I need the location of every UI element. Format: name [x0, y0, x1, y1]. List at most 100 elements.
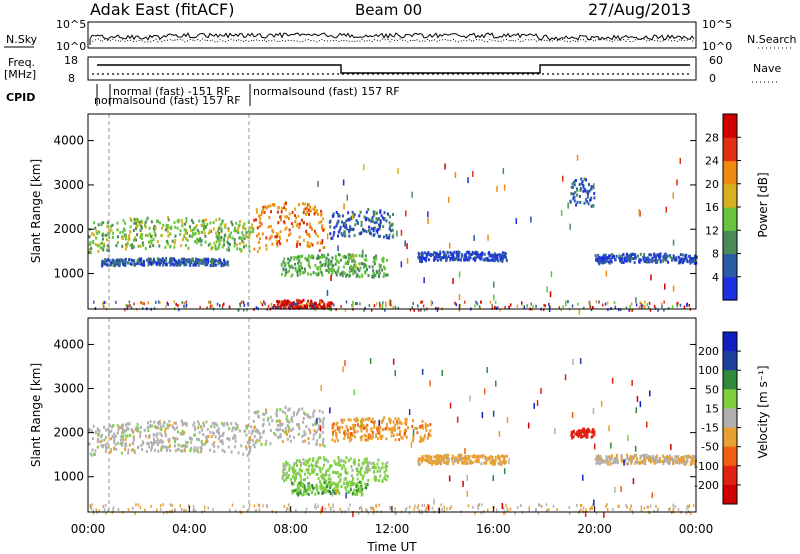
- echo-streak: [492, 475, 494, 482]
- echo-cell: [120, 424, 123, 428]
- echo-cell: [322, 440, 325, 444]
- echo-cell: [407, 426, 409, 430]
- echo-cell: [274, 235, 277, 239]
- echo-cell: [302, 440, 305, 443]
- echo-cell: [675, 455, 678, 459]
- ground-scatter-cell: [192, 504, 195, 508]
- echo-cell: [173, 444, 176, 448]
- echo-cell: [178, 258, 180, 262]
- echo-cell: [192, 423, 195, 427]
- echo-cell: [343, 430, 346, 434]
- ground-scatter-cell: [660, 302, 663, 306]
- echo-streak: [438, 507, 441, 514]
- ground-scatter-cell: [677, 507, 680, 511]
- echo-cell: [260, 442, 263, 446]
- echo-cell: [374, 466, 377, 470]
- ground-scatter-cell: [366, 509, 368, 513]
- echo-cell: [609, 459, 611, 463]
- echo-cell: [375, 426, 378, 430]
- ground-scatter-cell: [373, 304, 376, 308]
- echo-cell: [630, 461, 633, 465]
- ground-scatter-cell: [667, 306, 670, 310]
- echo-cell: [430, 457, 432, 461]
- echo-cell: [429, 423, 432, 427]
- echo-cell: [288, 264, 290, 268]
- echo-cell: [194, 257, 197, 261]
- echo-cell: [173, 241, 176, 245]
- echo-cell: [211, 261, 213, 265]
- echo-cell: [194, 225, 197, 229]
- echo-cell: [338, 430, 341, 434]
- echo-streak: [326, 233, 329, 240]
- ground-scatter-cell: [284, 305, 287, 308]
- echo-cell: [154, 425, 157, 428]
- echo-cell: [318, 435, 321, 439]
- echo-cell: [311, 243, 314, 247]
- ground-scatter-cell: [685, 511, 688, 515]
- echo-cell: [396, 422, 399, 425]
- echo-cell: [92, 241, 95, 245]
- echo-cell: [142, 243, 145, 247]
- echo-cell: [354, 223, 357, 227]
- echo-cell: [130, 219, 133, 222]
- ground-scatter-cell: [359, 302, 361, 306]
- echo-cell: [293, 471, 295, 475]
- echo-cell: [138, 223, 141, 226]
- echo-streak: [321, 506, 324, 513]
- echo-cell: [257, 232, 260, 236]
- echo-cell: [427, 432, 430, 436]
- echo-cell: [278, 239, 281, 243]
- echo-cell: [306, 244, 309, 248]
- ground-scatter-cell: [409, 308, 412, 312]
- echo-cell: [680, 460, 683, 464]
- ground-scatter-cell: [692, 504, 695, 508]
- echo-cell: [669, 456, 672, 460]
- ground-scatter-cell: [537, 511, 540, 515]
- echo-cell: [500, 454, 503, 458]
- echo-cell: [335, 210, 338, 214]
- echo-cell: [106, 244, 109, 248]
- echo-streak: [560, 210, 563, 216]
- echo-cell: [335, 436, 338, 440]
- echo-cell: [306, 487, 309, 491]
- echo-cell: [221, 219, 224, 223]
- echo-cell: [668, 254, 671, 257]
- echo-cell: [370, 461, 373, 465]
- echo-cell: [279, 306, 282, 310]
- echo-cell: [256, 210, 258, 214]
- echo-cell: [480, 454, 483, 458]
- echo-cell: [317, 271, 320, 275]
- echo-cell: [363, 215, 366, 219]
- echo-cell: [147, 429, 150, 433]
- echo-cell: [297, 410, 300, 414]
- echo-cell: [400, 435, 403, 439]
- echo-cell: [119, 442, 122, 446]
- echo-cell: [361, 274, 364, 278]
- echo-cell: [591, 430, 594, 434]
- echo-cell: [165, 257, 168, 261]
- echo-cell: [330, 268, 333, 272]
- echo-cell: [116, 431, 119, 435]
- radar-title: Adak East (fitACF): [90, 0, 234, 19]
- echo-cell: [313, 429, 316, 433]
- echo-cell: [319, 467, 321, 471]
- echo-streak: [540, 387, 542, 394]
- echo-cell: [668, 462, 671, 466]
- ground-scatter-cell: [418, 509, 420, 512]
- echo-cell: [389, 224, 392, 228]
- echo-cell: [137, 219, 139, 223]
- velocity-colorbar-label: Velocity [m s⁻¹]: [756, 365, 770, 458]
- echo-streak: [329, 407, 331, 414]
- echo-cell: [153, 420, 156, 424]
- echo-cell: [648, 458, 650, 462]
- echo-streak: [369, 358, 372, 364]
- echo-cell: [126, 422, 129, 426]
- echo-cell: [585, 198, 588, 202]
- echo-cell: [148, 257, 151, 261]
- echo-cell: [260, 213, 263, 217]
- echo-cell: [355, 489, 358, 493]
- echo-cell: [301, 434, 304, 438]
- ground-scatter-cell: [420, 308, 422, 312]
- echo-cell: [246, 453, 249, 457]
- ground-scatter-cell: [314, 505, 316, 509]
